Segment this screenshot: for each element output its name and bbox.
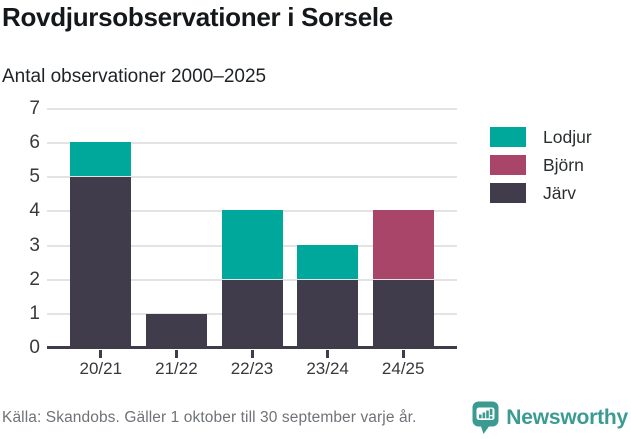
y-axis-tick-label: 3 [29, 234, 40, 256]
x-axis-tick [250, 350, 254, 358]
y-axis-tick-label: 0 [29, 337, 40, 358]
x-axis-tick [174, 350, 178, 358]
chart-footer: Källa: Skandobs. Gäller 1 oktober till 3… [0, 399, 631, 437]
source-note: Källa: Skandobs. Gäller 1 oktober till 3… [2, 409, 417, 426]
x-axis-tick-label: 21/22 [155, 359, 198, 378]
x-axis-tick [401, 350, 405, 358]
legend-swatch [490, 183, 526, 203]
x-axis-tick-label: 23/24 [306, 359, 349, 378]
x-axis-tick [326, 350, 330, 358]
y-axis-tick-label: 5 [29, 166, 40, 188]
chart-title: Rovdjursobservationer i Sorsele [2, 2, 393, 32]
gridline [47, 176, 457, 179]
bar-segment-järv-24-25 [372, 279, 434, 347]
plot-area [47, 108, 457, 349]
legend-item-lodjur: Lodjur [490, 127, 592, 147]
bar-segment-lodjur-20-21 [70, 142, 132, 177]
legend-label: Järv [543, 182, 577, 203]
bar-segment-lodjur-23-24 [297, 244, 359, 279]
legend-label: Lodjur [543, 126, 592, 147]
legend-swatch [490, 127, 526, 147]
y-axis-tick-label: 4 [29, 200, 40, 222]
x-axis-line [47, 346, 457, 349]
y-axis-tick-label: 6 [29, 132, 40, 154]
y-axis-tick-label: 1 [29, 302, 40, 324]
x-axis-tick [99, 350, 103, 358]
bar-segment-järv-20-21 [70, 177, 132, 347]
legend-item-järv: Järv [490, 183, 592, 203]
gridline [47, 142, 457, 145]
x-axis-tick-label: 20/21 [79, 359, 123, 378]
legend-label: Björn [543, 154, 584, 175]
y-axis-tick-label: 2 [29, 268, 40, 290]
newsworthy-wordmark: Newsworthy [506, 406, 628, 429]
gridline [47, 108, 457, 110]
legend-item-björn: Björn [490, 155, 592, 175]
bar-segment-järv-22-23 [221, 279, 283, 347]
x-axis-tick-label: 22/23 [230, 359, 274, 378]
legend-swatch [490, 155, 526, 175]
newsworthy-brand-link[interactable]: Newsworthy [472, 401, 628, 435]
bar-segment-järv-21-22 [145, 313, 207, 347]
newsworthy-logo-icon [472, 401, 499, 434]
chart-subtitle: Antal observationer 2000–2025 [2, 66, 267, 87]
bar-segment-järv-23-24 [297, 279, 359, 347]
bar-segment-björn-24-25 [372, 210, 434, 279]
chart-legend: Lodjur Björn Järv [490, 127, 592, 211]
y-axis-tick-label: 7 [29, 98, 40, 119]
x-axis-tick-label: 24/25 [381, 359, 425, 378]
bar-segment-lodjur-22-23 [221, 210, 283, 279]
